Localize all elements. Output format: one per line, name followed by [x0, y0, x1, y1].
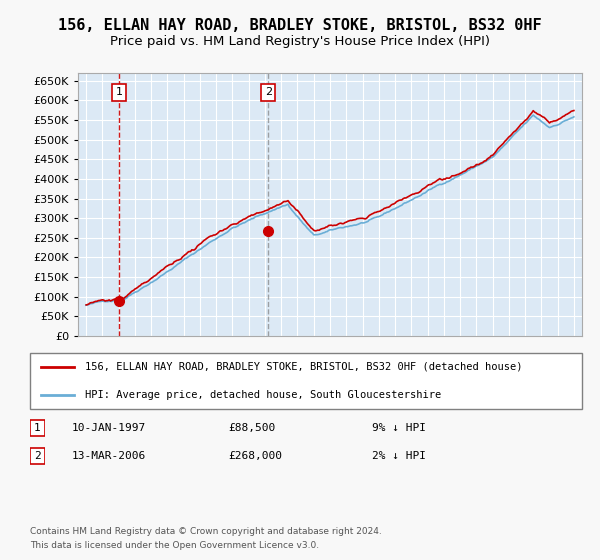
FancyBboxPatch shape — [30, 353, 582, 409]
Text: 2018: 2018 — [455, 362, 465, 388]
Text: 2015: 2015 — [406, 362, 416, 388]
Text: 1996: 1996 — [97, 362, 107, 388]
Text: £88,500: £88,500 — [228, 423, 275, 433]
Text: 2021: 2021 — [504, 362, 514, 388]
Text: 2013: 2013 — [374, 362, 384, 388]
Text: 2002: 2002 — [195, 362, 205, 388]
Text: 13-MAR-2006: 13-MAR-2006 — [72, 451, 146, 461]
Text: 2022: 2022 — [520, 362, 530, 388]
Text: 2014: 2014 — [390, 362, 400, 388]
Text: 2024: 2024 — [553, 362, 563, 388]
Text: 2008: 2008 — [292, 362, 302, 388]
Text: 2023: 2023 — [536, 362, 547, 388]
Text: 2000: 2000 — [163, 362, 172, 388]
Text: 2017: 2017 — [439, 362, 449, 388]
Text: £268,000: £268,000 — [228, 451, 282, 461]
Text: Price paid vs. HM Land Registry's House Price Index (HPI): Price paid vs. HM Land Registry's House … — [110, 35, 490, 49]
Text: 2020: 2020 — [488, 362, 497, 388]
Text: 2: 2 — [34, 451, 41, 461]
Text: 2012: 2012 — [358, 362, 368, 388]
Text: 2005: 2005 — [244, 362, 254, 388]
Text: 1995: 1995 — [81, 362, 91, 388]
Text: This data is licensed under the Open Government Licence v3.0.: This data is licensed under the Open Gov… — [30, 542, 319, 550]
Text: 156, ELLAN HAY ROAD, BRADLEY STOKE, BRISTOL, BS32 0HF (detached house): 156, ELLAN HAY ROAD, BRADLEY STOKE, BRIS… — [85, 362, 523, 372]
Text: 9% ↓ HPI: 9% ↓ HPI — [372, 423, 426, 433]
Text: 2019: 2019 — [472, 362, 481, 388]
Text: 1: 1 — [116, 87, 122, 97]
Text: 2016: 2016 — [422, 362, 433, 388]
FancyBboxPatch shape — [30, 448, 45, 464]
Text: 2003: 2003 — [211, 362, 221, 388]
Text: 2009: 2009 — [309, 362, 319, 388]
Text: 2001: 2001 — [179, 362, 188, 388]
Text: 2% ↓ HPI: 2% ↓ HPI — [372, 451, 426, 461]
Text: 1997: 1997 — [113, 362, 124, 388]
Text: 2007: 2007 — [276, 362, 286, 388]
Text: 10-JAN-1997: 10-JAN-1997 — [72, 423, 146, 433]
Text: HPI: Average price, detached house, South Gloucestershire: HPI: Average price, detached house, Sout… — [85, 390, 442, 400]
Text: 2011: 2011 — [341, 362, 351, 388]
Text: 1999: 1999 — [146, 362, 156, 388]
Text: 2025: 2025 — [569, 362, 579, 388]
Text: 2: 2 — [265, 87, 272, 97]
Text: 1998: 1998 — [130, 362, 140, 388]
Text: 2004: 2004 — [227, 362, 238, 388]
FancyBboxPatch shape — [30, 420, 45, 436]
Text: 1: 1 — [34, 423, 41, 433]
Text: 156, ELLAN HAY ROAD, BRADLEY STOKE, BRISTOL, BS32 0HF: 156, ELLAN HAY ROAD, BRADLEY STOKE, BRIS… — [58, 18, 542, 32]
Text: Contains HM Land Registry data © Crown copyright and database right 2024.: Contains HM Land Registry data © Crown c… — [30, 528, 382, 536]
Text: 2006: 2006 — [260, 362, 270, 388]
Text: 2010: 2010 — [325, 362, 335, 388]
